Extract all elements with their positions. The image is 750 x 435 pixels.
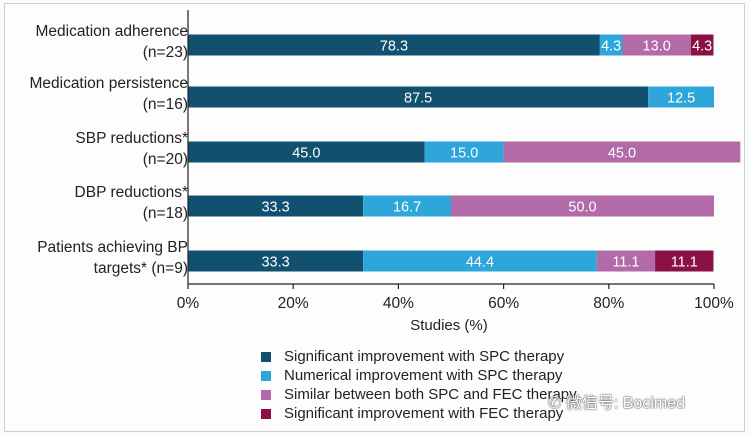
bar-value-label: 4.3 [601,39,621,55]
category-label: Medication persistence (n=16) [29,73,188,115]
legend-item: Similar between both SPC and FEC therapy [261,385,577,404]
legend-item: Numerical improvement with SPC therapy [261,366,577,385]
bar-value-label: 11.1 [671,255,698,271]
legend-label: Significant improvement with SPC therapy [284,348,564,365]
watermark-text: 微信号: Bocimed [566,395,685,412]
bar-value-label: 44.4 [466,255,494,271]
bar-value-label: 78.3 [380,39,408,55]
bar-value-label: 11.1 [612,255,639,271]
x-tick-label: 60% [488,295,519,312]
legend-swatch [261,390,271,400]
x-axis-title: Studies (%) [410,317,488,334]
x-tick-label: 100% [694,295,734,312]
category-label-line: targets* (n=9) [37,258,188,279]
legend-swatch [261,409,271,419]
category-label-line: (n=23) [35,42,188,63]
legend-item: Significant improvement with FEC therapy [261,404,577,423]
bar-value-label: 45.0 [608,146,636,162]
category-label: SBP reductions* (n=20) [75,128,188,170]
wechat-icon: ✆ [548,395,561,412]
bar-value-label: 87.5 [404,91,432,107]
category-label-line: (n=20) [75,149,188,170]
bar-value-label: 4.3 [692,39,712,55]
legend-label: Numerical improvement with SPC therapy [284,367,562,384]
legend-label: Similar between both SPC and FEC therapy [284,386,577,403]
bar-value-label: 33.3 [261,255,289,271]
bar-value-label: 12.5 [667,91,695,107]
watermark: ✆ 微信号: Bocimed [548,389,685,413]
category-label-line: (n=18) [75,203,188,224]
bar-value-label: 13.0 [643,39,671,55]
category-label-line: Medication persistence [29,73,188,94]
bar-value-label: 16.7 [393,200,421,216]
category-label-line: DBP reductions* [75,182,188,203]
category-label: Patients achieving BP targets* (n=9) [37,237,188,279]
bar-value-label: 33.3 [261,200,289,216]
bar-value-label: 50.0 [568,200,596,216]
category-label-line: SBP reductions* [75,128,188,149]
x-tick-label: 40% [383,295,414,312]
x-tick-label: 80% [593,295,624,312]
bar-value-label: 15.0 [450,146,478,162]
category-label: DBP reductions* (n=18) [75,182,188,224]
category-label: Medication adherence (n=23) [35,21,188,63]
category-label-line: Medication adherence [35,21,188,42]
legend-label: Significant improvement with FEC therapy [284,405,563,422]
legend-swatch [261,371,271,381]
legend-swatch [261,352,271,362]
category-label-line: (n=16) [29,94,188,115]
legend: Significant improvement with SPC therapy… [261,347,577,423]
category-label-line: Patients achieving BP [37,237,188,258]
x-tick-label: 20% [278,295,309,312]
bar-value-label: 45.0 [292,146,320,162]
legend-item: Significant improvement with SPC therapy [261,347,577,366]
x-tick-label: 0% [177,295,200,312]
